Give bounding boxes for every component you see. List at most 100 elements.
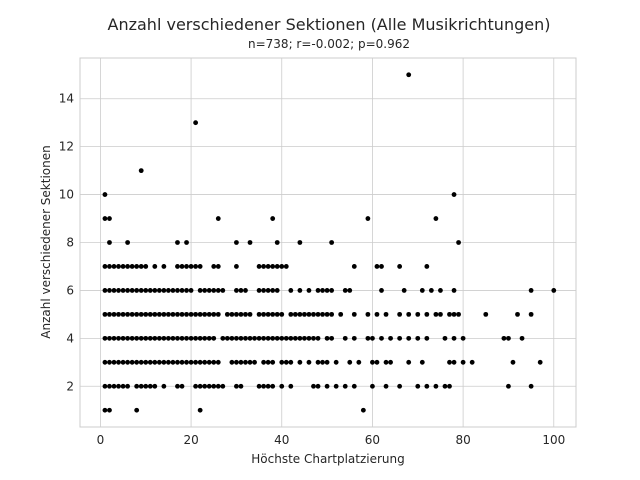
data-point	[125, 383, 131, 389]
data-point	[451, 359, 457, 365]
x-tick-label: 0	[97, 433, 105, 447]
data-point	[188, 264, 194, 269]
data-point	[147, 311, 153, 317]
data-point	[297, 359, 303, 365]
data-point	[116, 288, 121, 293]
data-point	[383, 359, 389, 365]
data-point	[116, 264, 121, 269]
data-point	[143, 383, 149, 389]
data-point	[170, 288, 176, 293]
data-point	[451, 311, 457, 317]
data-point	[283, 359, 289, 365]
y-tick-label: 6	[66, 283, 74, 297]
data-point	[306, 335, 312, 341]
data-point	[302, 311, 307, 317]
data-point	[261, 335, 267, 341]
data-point	[197, 359, 203, 365]
data-point	[406, 311, 412, 317]
data-point	[428, 288, 434, 293]
data-point	[147, 288, 153, 293]
data-point	[125, 311, 131, 317]
data-point	[406, 359, 412, 365]
data-point	[234, 335, 239, 341]
y-tick-label: 2	[66, 379, 74, 393]
data-point	[107, 383, 112, 389]
data-point	[147, 335, 153, 341]
data-point	[424, 311, 430, 317]
data-point	[102, 383, 108, 389]
data-point	[107, 240, 112, 245]
y-tick-label: 8	[66, 236, 74, 250]
data-point	[320, 288, 325, 293]
data-point	[238, 288, 244, 293]
data-point	[184, 335, 189, 341]
data-point	[175, 240, 180, 245]
x-tick-label: 40	[274, 433, 289, 447]
data-point	[528, 311, 534, 317]
data-point	[134, 383, 140, 389]
data-point	[170, 335, 176, 341]
data-point	[193, 311, 199, 317]
data-point	[433, 216, 439, 221]
data-point	[238, 335, 244, 341]
data-point	[247, 240, 253, 245]
plot-area	[79, 57, 577, 428]
data-point	[143, 359, 149, 365]
data-point	[229, 335, 235, 341]
data-point	[252, 359, 257, 365]
data-point	[329, 311, 335, 317]
data-point	[120, 264, 126, 269]
data-point	[315, 311, 321, 317]
data-point	[175, 288, 180, 293]
data-point	[147, 383, 153, 389]
data-point	[220, 288, 226, 293]
data-point	[152, 359, 158, 365]
data-point	[270, 383, 276, 389]
data-point	[107, 264, 112, 269]
data-point	[206, 335, 212, 341]
data-point	[229, 359, 235, 365]
data-point	[397, 264, 403, 269]
data-point	[297, 335, 303, 341]
data-point	[111, 359, 117, 365]
data-point	[383, 311, 389, 317]
data-point	[374, 264, 380, 269]
data-point	[111, 335, 117, 341]
data-point	[247, 359, 253, 365]
data-point	[197, 407, 203, 413]
data-point	[274, 264, 280, 269]
data-point	[324, 311, 330, 317]
data-point	[229, 311, 235, 317]
data-point	[292, 311, 298, 317]
data-point	[134, 359, 140, 365]
data-point	[270, 335, 276, 341]
data-point	[224, 335, 230, 341]
data-point	[197, 264, 203, 269]
data-point	[170, 311, 176, 317]
data-point	[279, 359, 285, 365]
data-point	[424, 383, 430, 389]
data-point	[388, 335, 393, 341]
data-point	[283, 264, 289, 269]
data-point	[279, 335, 285, 341]
data-point	[279, 311, 285, 317]
data-point	[152, 288, 158, 293]
data-point	[433, 311, 439, 317]
data-point	[324, 335, 330, 341]
x-tick-label: 100	[542, 433, 565, 447]
data-point	[193, 383, 199, 389]
data-point	[243, 288, 248, 293]
data-point	[270, 311, 276, 317]
data-point	[129, 335, 135, 341]
data-point	[138, 168, 144, 174]
data-point	[270, 264, 276, 269]
data-point	[116, 311, 121, 317]
data-point	[261, 383, 267, 389]
data-point	[247, 335, 253, 341]
data-point	[179, 288, 185, 293]
data-point	[129, 288, 135, 293]
data-point	[125, 240, 131, 245]
data-point	[515, 311, 520, 317]
data-point	[356, 359, 362, 365]
data-point	[315, 383, 321, 389]
